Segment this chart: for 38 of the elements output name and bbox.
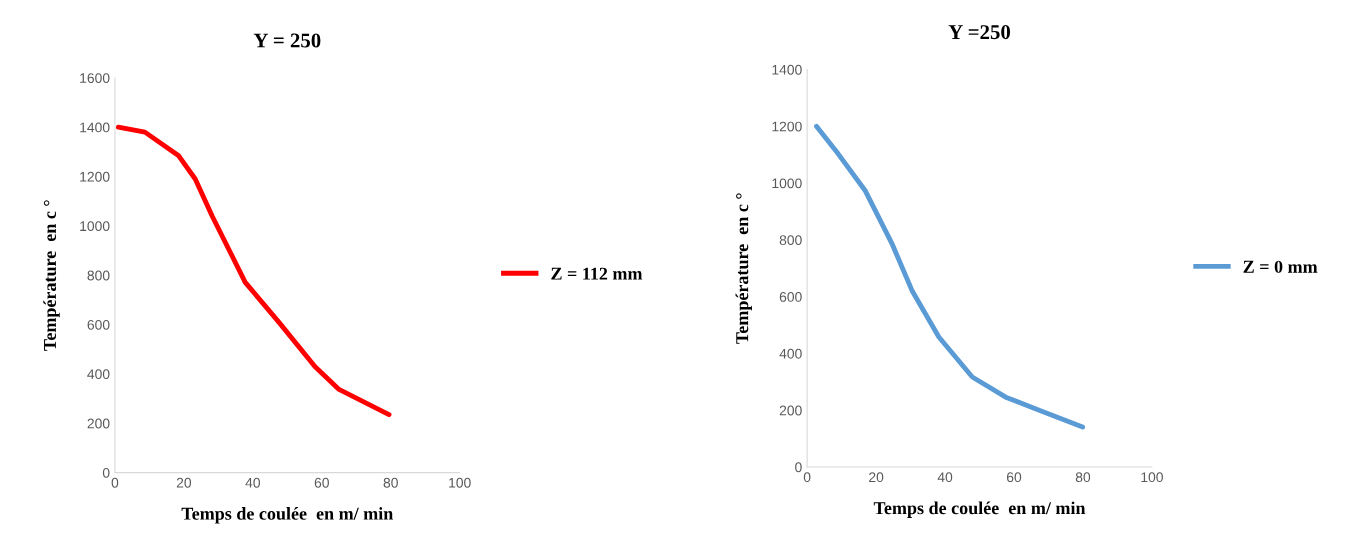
x-tick-label: 0 — [803, 472, 811, 483]
x-axis-title: Temps de coulée en m/ min — [181, 507, 394, 524]
x-tick-label: 40 — [245, 477, 261, 488]
x-tick-label: 60 — [314, 477, 329, 488]
x-tick-label: 0 — [111, 477, 119, 488]
legend-label: Z = 112 mm — [551, 267, 643, 280]
y-tick-label: 200 — [779, 405, 802, 416]
line-series — [814, 123, 1086, 430]
y-tick-label: 1000 — [772, 178, 802, 189]
y-tick-label: 600 — [87, 319, 110, 330]
y-tick-label: 1200 — [80, 171, 110, 182]
y-tick-label: 800 — [779, 235, 802, 246]
x-tick-label: 40 — [937, 472, 953, 483]
y-axis-title: Température en c ° — [43, 200, 60, 351]
legend-label: Z = 0 mm — [1243, 260, 1318, 273]
x-tick-label: 20 — [869, 472, 884, 483]
x-axis-title: Temps de coulée en m/ min — [873, 501, 1086, 518]
y-tick-label: 1600 — [80, 73, 110, 84]
x-tick-label: 100 — [449, 477, 471, 488]
y-tick-label: 400 — [87, 369, 110, 380]
y-tick-label: 600 — [779, 292, 802, 302]
x-tick-label: 20 — [176, 477, 192, 488]
y-tick-label: 800 — [87, 270, 110, 281]
y-tick-label: 1400 — [80, 122, 110, 133]
y-tick-label: 0 — [795, 462, 802, 473]
x-tick-label: 80 — [1075, 472, 1091, 483]
y-tick-label: 400 — [779, 348, 802, 359]
chart-title: Y = 250 — [253, 33, 321, 48]
line-series — [115, 124, 392, 418]
chart-title: Y =250 — [948, 25, 1011, 40]
x-tick-label: 80 — [383, 477, 398, 488]
x-tick-label: 100 — [1141, 472, 1163, 483]
y-tick-label: 1400 — [772, 64, 802, 75]
y-tick-label: 1200 — [772, 121, 802, 132]
y-axis-title: Température en c ° — [735, 193, 752, 344]
y-tick-label: 200 — [87, 418, 110, 429]
x-tick-label: 60 — [1006, 472, 1022, 483]
y-tick-label: 1000 — [80, 221, 110, 232]
